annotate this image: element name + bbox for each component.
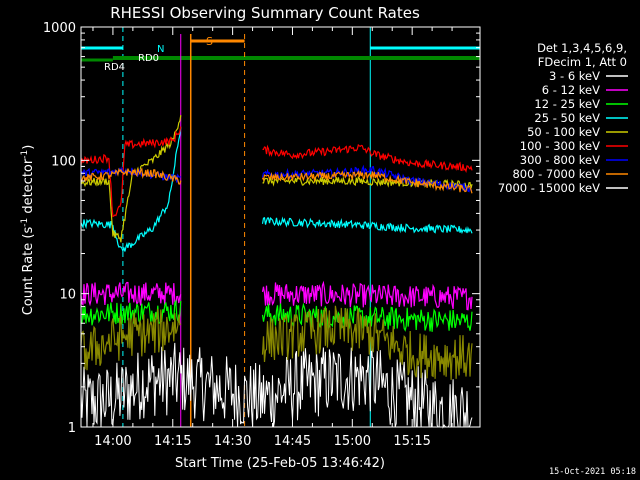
legend: Det 1,3,4,5,6,9, FDecim 1, Att 0 3 - 6 k… — [498, 41, 628, 195]
y-axis-label: Count Rate (s-1 detector-1) — [20, 145, 36, 316]
series-line-5-1 — [262, 143, 473, 173]
x-tick-label-1: 14:15 — [154, 434, 191, 449]
legend-label-7: 800 - 7000 keV — [512, 167, 600, 181]
x-tick-label-2: 14:30 — [214, 434, 251, 449]
series-line-5-0 — [80, 126, 182, 218]
series-line-8-1 — [261, 305, 473, 380]
footer-timestamp: 15-Oct-2021 05:18 — [549, 467, 636, 477]
x-axis: 14:00 14:15 14:30 14:45 15:00 15:15 — [92, 27, 453, 449]
plot-frame — [80, 26, 481, 428]
series-line-3-0 — [80, 126, 182, 254]
series-8 — [80, 305, 473, 380]
x-tick-label-3: 14:45 — [274, 434, 311, 449]
series-layer — [80, 115, 473, 429]
legend-header-2: FDecim 1, Att 0 — [538, 55, 627, 69]
series-line-1-1 — [261, 280, 473, 311]
legend-label-1: 6 - 12 keV — [542, 83, 600, 97]
x-tick-label-4: 15:00 — [334, 434, 371, 449]
legend-label-5: 100 - 300 keV — [520, 139, 600, 153]
series-line-7-0 — [80, 167, 182, 185]
legend-label-0: 3 - 6 keV — [549, 69, 600, 83]
legend-label-8: 7000 - 15000 keV — [498, 181, 600, 195]
saa-overlay — [180, 34, 246, 427]
annotation-layer: N RD0 RD4 S — [104, 35, 213, 73]
y-axis: 1 10 100 1000 — [43, 21, 480, 436]
series-line-7-1 — [261, 170, 473, 194]
saa-label: S — [206, 35, 213, 48]
series-line-0-0 — [80, 342, 473, 429]
series-0 — [80, 342, 473, 429]
chart-title: RHESSI Observing Summary Count Rates — [110, 4, 420, 22]
series-3 — [80, 126, 473, 254]
legend-label-6: 300 - 800 keV — [520, 153, 600, 167]
x-tick-label-0: 14:00 — [94, 434, 131, 449]
rd4-label: RD4 — [104, 62, 125, 73]
legend-label-4: 50 - 100 keV — [527, 125, 600, 139]
series-line-1-0 — [80, 281, 182, 307]
series-line-3-1 — [261, 216, 473, 235]
x-tick-label-5: 15:15 — [393, 434, 430, 449]
night-label: N — [157, 44, 164, 55]
series-line-6-1 — [261, 164, 473, 193]
y-tick-label-2: 100 — [51, 154, 76, 169]
legend-header-1: Det 1,3,4,5,6,9, — [537, 41, 627, 55]
y-tick-label-0: 1 — [68, 421, 76, 436]
y-tick-label-1: 10 — [59, 288, 76, 303]
rd0-label: RD0 — [138, 53, 159, 64]
series-line-8-0 — [80, 308, 182, 371]
series-line-4-0 — [80, 115, 182, 243]
x-axis-label: Start Time (25-Feb-05 13:46:42) — [175, 456, 385, 471]
series-5 — [80, 126, 473, 218]
series-1 — [80, 280, 473, 311]
night-overlay — [81, 27, 480, 427]
legend-label-3: 25 - 50 keV — [534, 111, 600, 125]
y-tick-label-3: 1000 — [43, 21, 76, 36]
legend-label-2: 12 - 25 keV — [534, 97, 600, 111]
series-7 — [80, 167, 473, 194]
